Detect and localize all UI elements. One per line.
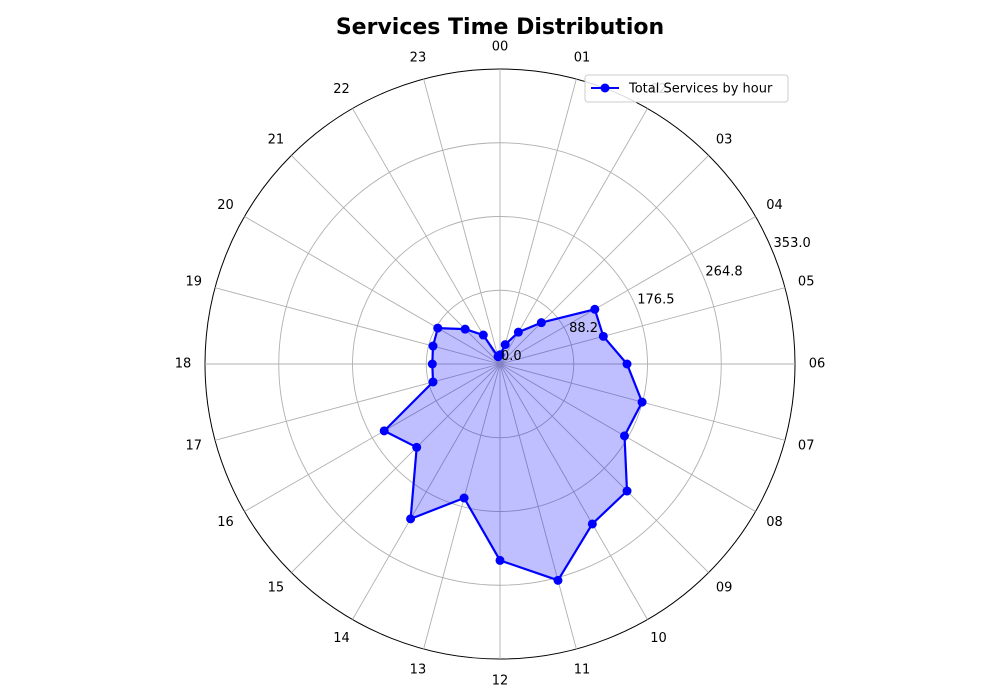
hour-tick-label: 06: [809, 357, 826, 372]
data-point: [427, 359, 437, 369]
hour-tick-label: 07: [798, 439, 815, 454]
data-point: [553, 575, 563, 585]
data-point: [412, 442, 422, 452]
grid-spoke: [499, 363, 648, 620]
hour-tick-label: 08: [766, 515, 783, 530]
grid-spoke: [291, 363, 501, 573]
hour-tick-label: 14: [333, 631, 350, 646]
data-point: [622, 486, 632, 496]
data-point: [495, 555, 505, 565]
hour-tick-label: 23: [410, 50, 427, 65]
data-point: [500, 340, 510, 350]
data-point: [493, 352, 503, 362]
grid-spoke: [499, 108, 648, 365]
hour-tick-label: 17: [186, 439, 203, 454]
grid-spoke: [214, 287, 501, 365]
data-point: [478, 330, 488, 340]
hour-tick-label: 12: [492, 674, 509, 689]
grid-spoke: [499, 363, 577, 650]
hour-tick-label: 10: [650, 631, 667, 646]
hour-tick-label: 01: [574, 50, 591, 65]
hour-tick-label: 16: [217, 515, 234, 530]
data-point: [379, 426, 389, 436]
radial-tick-label: 0.0: [501, 349, 522, 364]
legend-label: Total Services by hour: [628, 82, 773, 97]
grid-spoke: [214, 363, 501, 441]
data-point: [460, 324, 470, 334]
grid-spoke: [423, 363, 501, 650]
grid-spoke: [423, 78, 501, 365]
radial-tick-label: 88.2: [569, 321, 598, 336]
data-series: [379, 304, 647, 585]
hour-tick-label: 05: [798, 274, 815, 289]
hour-tick-label: 20: [217, 198, 234, 213]
grid-spoke: [499, 155, 709, 365]
legend-frame: [584, 74, 789, 103]
data-point: [622, 359, 632, 369]
data-point: [428, 377, 438, 387]
hour-tick-label: 09: [716, 581, 733, 596]
hour-tick-label: 13: [410, 663, 427, 678]
grid-spoke: [244, 216, 501, 365]
chart-title: Services Time Distribution: [336, 15, 664, 40]
legend-dot-marker: [600, 83, 610, 93]
hour-tick-label: 15: [268, 581, 285, 596]
data-point: [428, 341, 438, 351]
data-point: [590, 304, 600, 314]
radial-tick-label: 353.0: [774, 236, 811, 251]
radial-tick-label: 264.8: [705, 264, 742, 279]
grid-spoke: [244, 363, 501, 512]
grid-spoke: [352, 363, 501, 620]
data-point: [598, 331, 608, 341]
data-point: [513, 327, 523, 337]
grid-spoke: [352, 108, 501, 365]
data-point: [406, 514, 416, 524]
grid-spoke: [499, 363, 709, 573]
data-point: [433, 323, 443, 333]
hour-tick-label: 03: [716, 132, 733, 147]
radial-tick-label: 176.5: [637, 293, 674, 308]
grid-spoke: [499, 287, 786, 365]
data-point: [536, 318, 546, 328]
data-point: [619, 431, 629, 441]
data-point: [459, 493, 469, 503]
grid-spoke: [499, 216, 756, 365]
hour-tick-label: 04: [766, 198, 783, 213]
series-area: [384, 309, 643, 581]
hour-tick-label: 11: [574, 663, 591, 678]
data-point: [637, 397, 647, 407]
hour-tick-label: 19: [186, 274, 203, 289]
legend: Total Services by hour: [584, 74, 789, 103]
data-point: [587, 519, 597, 529]
grid-spoke: [499, 78, 577, 365]
hour-tick-label: 00: [492, 40, 509, 55]
hour-tick-label: 22: [333, 82, 350, 97]
hour-tick-label: 21: [268, 132, 285, 147]
hour-tick-label: 18: [175, 357, 192, 372]
